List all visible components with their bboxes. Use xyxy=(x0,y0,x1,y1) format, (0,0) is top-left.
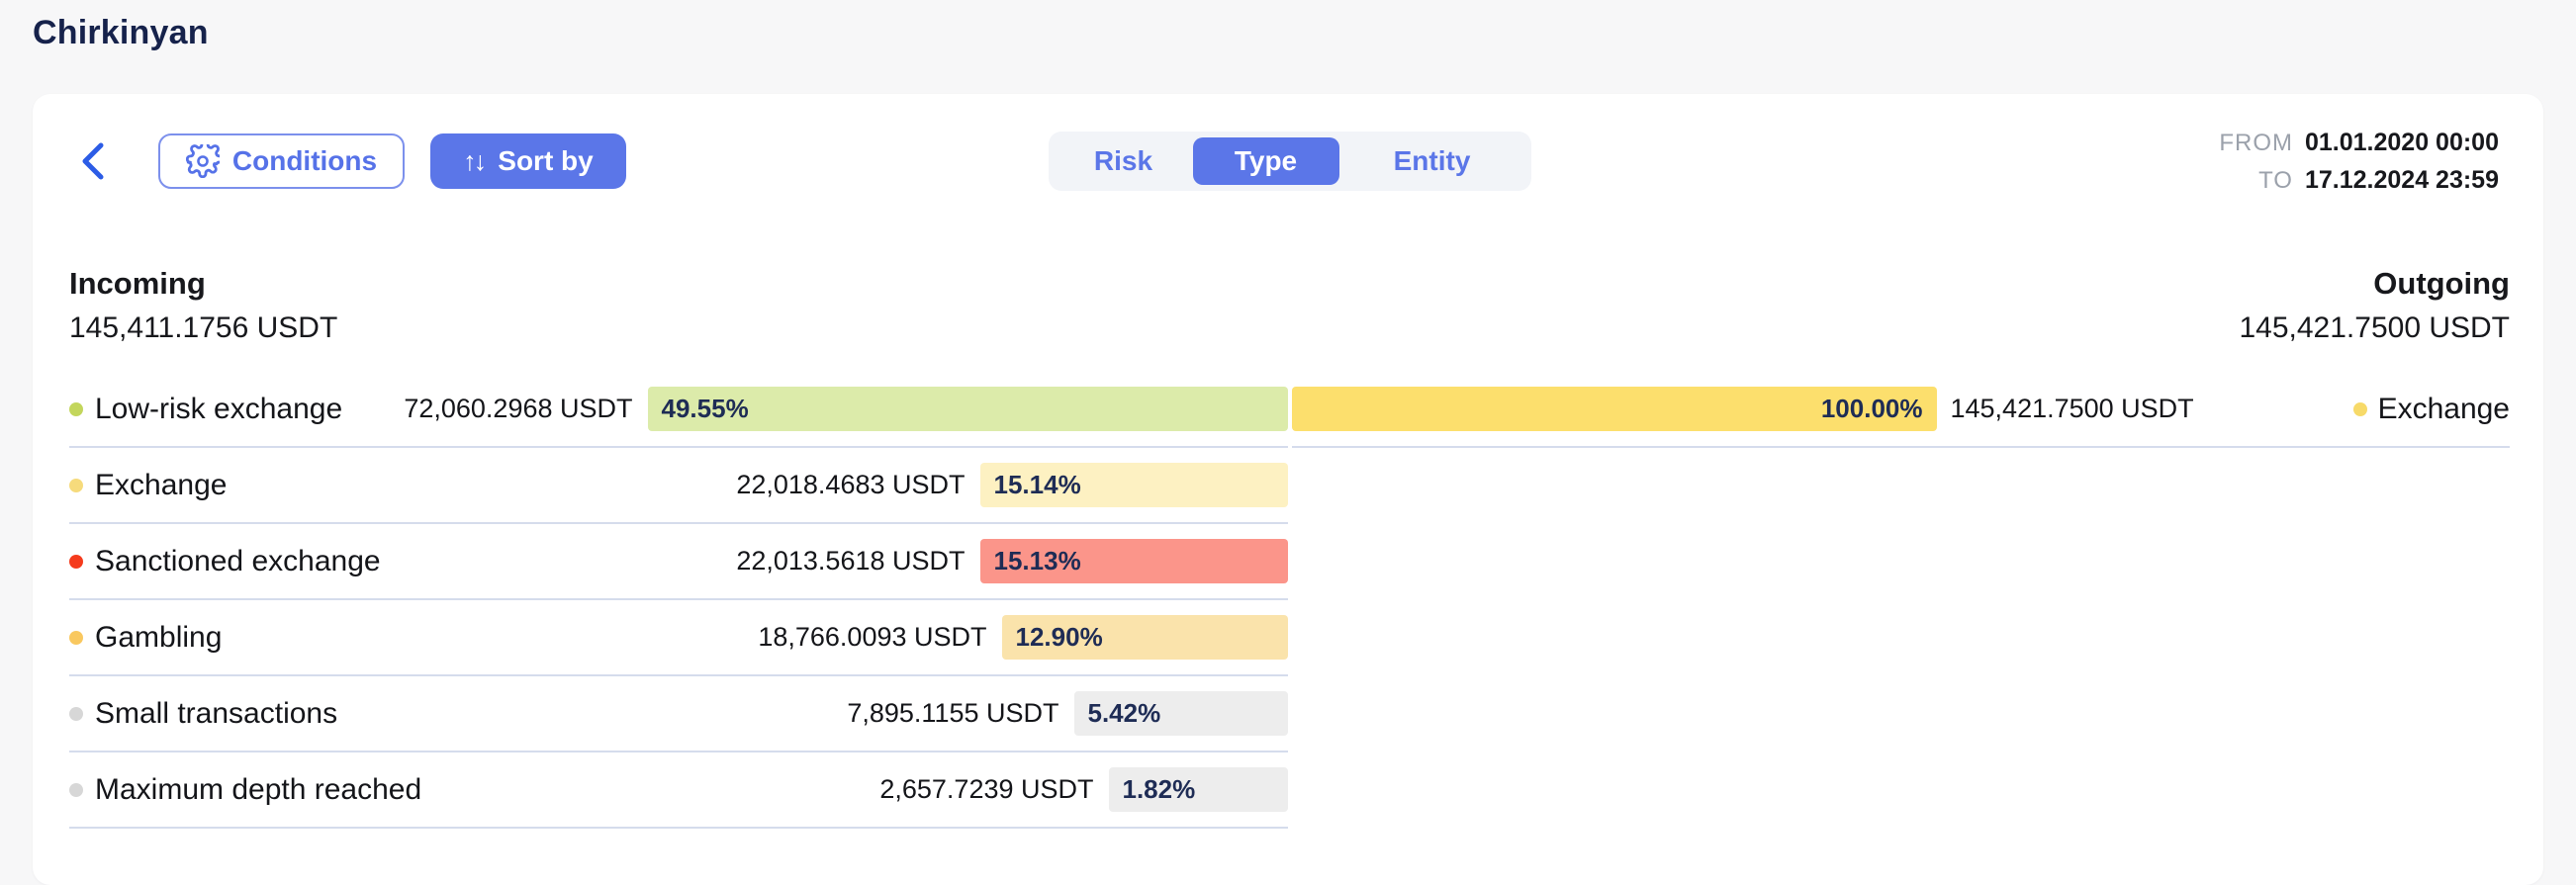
conditions-button[interactable]: Conditions xyxy=(158,133,405,189)
flow-amount: 7,895.1155 USDT xyxy=(847,698,1059,728)
flow-percent: 12.90% xyxy=(1015,622,1103,652)
flow-bar[interactable]: 100.00% xyxy=(1291,387,1937,431)
outgoing-flows: 100.00% 145,421.7500 USDT Exchange xyxy=(1291,372,2510,829)
category-dot xyxy=(69,782,83,797)
view-mode-tabs: Risk Type Entity xyxy=(1048,132,1531,191)
category-label: Exchange xyxy=(2377,392,2510,425)
flow-bar[interactable]: 15.13% xyxy=(979,539,1288,583)
incoming-total: Incoming 145,411.1756 USDT xyxy=(69,266,337,345)
category-dot xyxy=(69,554,83,569)
flow-bar[interactable]: 49.55% xyxy=(647,387,1288,431)
incoming-flows: Low-risk exchange 72,060.2968 USDT 49.55… xyxy=(69,372,1288,829)
category-dot xyxy=(69,478,83,492)
flows-breakdown: Low-risk exchange 72,060.2968 USDT 49.55… xyxy=(69,372,2510,829)
outgoing-flow-row[interactable]: 100.00% 145,421.7500 USDT Exchange xyxy=(1291,372,2510,448)
flow-bar[interactable]: 1.82% xyxy=(1108,767,1288,812)
category-label: Maximum depth reached xyxy=(95,772,422,806)
date-range[interactable]: FROM 01.01.2020 00:00 TO 17.12.2024 23:5… xyxy=(2219,129,2499,195)
incoming-flow-row[interactable]: Gambling 18,766.0093 USDT 12.90% xyxy=(69,600,1288,676)
date-from-label: FROM xyxy=(2219,129,2293,156)
date-to-label: TO xyxy=(2258,166,2293,194)
sort-by-button[interactable]: ↑↓ Sort by xyxy=(430,133,626,189)
flow-bar[interactable]: 15.14% xyxy=(979,463,1288,507)
flow-bar[interactable]: 12.90% xyxy=(1001,615,1288,660)
incoming-flow-row[interactable]: Small transactions 7,895.1155 USDT 5.42% xyxy=(69,676,1288,752)
chevron-left-icon xyxy=(80,141,106,181)
incoming-flow-row[interactable]: Maximum depth reached 2,657.7239 USDT 1.… xyxy=(69,752,1288,829)
conditions-button-label: Conditions xyxy=(231,145,378,176)
incoming-flow-row[interactable]: Exchange 22,018.4683 USDT 15.14% xyxy=(69,448,1288,524)
flow-amount: 2,657.7239 USDT xyxy=(879,774,1094,804)
flow-percent: 15.14% xyxy=(993,470,1081,499)
flow-amount: 18,766.0093 USDT xyxy=(758,622,987,652)
category-label: Gambling xyxy=(95,620,223,654)
outgoing-total: Outgoing 145,421.7500 USDT xyxy=(2239,266,2510,345)
flow-amount: 22,018.4683 USDT xyxy=(736,470,966,499)
flow-amount: 22,013.5618 USDT xyxy=(736,546,966,575)
category-label: Sanctioned exchange xyxy=(95,544,381,577)
outgoing-amount: 145,421.7500 USDT xyxy=(2239,311,2510,344)
flow-percent: 15.13% xyxy=(993,546,1081,575)
date-from-value: 01.01.2020 00:00 xyxy=(2304,129,2499,156)
sort-by-button-label: Sort by xyxy=(498,145,594,176)
tab-entity[interactable]: Entity xyxy=(1339,137,1525,185)
totals-header: Incoming 145,411.1756 USDT Outgoing 145,… xyxy=(69,266,2510,345)
date-to-value: 17.12.2024 23:59 xyxy=(2304,166,2499,194)
category-dot xyxy=(69,401,83,416)
category-dot xyxy=(2352,401,2367,416)
flow-amount: 145,421.7500 USDT xyxy=(1950,394,2194,423)
flow-bar[interactable]: 5.42% xyxy=(1073,691,1288,736)
category-dot xyxy=(69,706,83,721)
tab-type[interactable]: Type xyxy=(1192,137,1339,185)
category-label: Small transactions xyxy=(95,696,338,730)
gear-icon xyxy=(185,144,220,178)
page-title: Chirkinyan xyxy=(33,14,209,51)
arrows-up-down-icon: ↑↓ xyxy=(463,145,487,176)
incoming-flow-row[interactable]: Low-risk exchange 72,060.2968 USDT 49.55… xyxy=(69,372,1288,448)
incoming-amount: 145,411.1756 USDT xyxy=(69,311,338,344)
toolbar: Conditions ↑↓ Sort by Risk Type Entity F… xyxy=(69,129,2510,194)
category-label: Low-risk exchange xyxy=(95,392,343,425)
flow-percent: 49.55% xyxy=(661,394,749,423)
flow-percent: 1.82% xyxy=(1122,774,1196,804)
tab-risk[interactable]: Risk xyxy=(1055,137,1193,185)
flow-analysis-card: Conditions ↑↓ Sort by Risk Type Entity F… xyxy=(33,94,2543,885)
flow-percent: 5.42% xyxy=(1087,698,1161,728)
flow-amount: 72,060.2968 USDT xyxy=(404,394,633,423)
category-label: Exchange xyxy=(95,468,228,501)
back-button[interactable] xyxy=(73,137,113,185)
outgoing-label: Outgoing xyxy=(2373,266,2510,301)
category-dot xyxy=(69,630,83,645)
incoming-flow-row[interactable]: Sanctioned exchange 22,013.5618 USDT 15.… xyxy=(69,524,1288,600)
flow-percent: 100.00% xyxy=(1820,394,1923,423)
incoming-label: Incoming xyxy=(69,266,206,301)
